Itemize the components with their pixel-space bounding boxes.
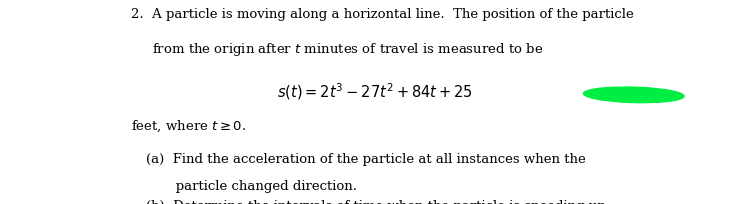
Text: (b)  Determine the intervals of time when the particle is speeding up.: (b) Determine the intervals of time when… bbox=[146, 200, 610, 204]
Text: (a)  Find the acceleration of the particle at all instances when the: (a) Find the acceleration of the particl… bbox=[146, 153, 586, 166]
Text: 2.  A particle is moving along a horizontal line.  The position of the particle: 2. A particle is moving along a horizont… bbox=[131, 8, 634, 21]
Text: $s(t) = 2t^3 - 27t^2 + 84t + 25$: $s(t) = 2t^3 - 27t^2 + 84t + 25$ bbox=[277, 82, 473, 102]
Ellipse shape bbox=[584, 87, 684, 103]
Text: from the origin after $t$ minutes of travel is measured to be: from the origin after $t$ minutes of tra… bbox=[131, 41, 544, 58]
Text: particle changed direction.: particle changed direction. bbox=[146, 180, 357, 193]
Text: feet, where $t \geq 0$.: feet, where $t \geq 0$. bbox=[131, 118, 247, 134]
